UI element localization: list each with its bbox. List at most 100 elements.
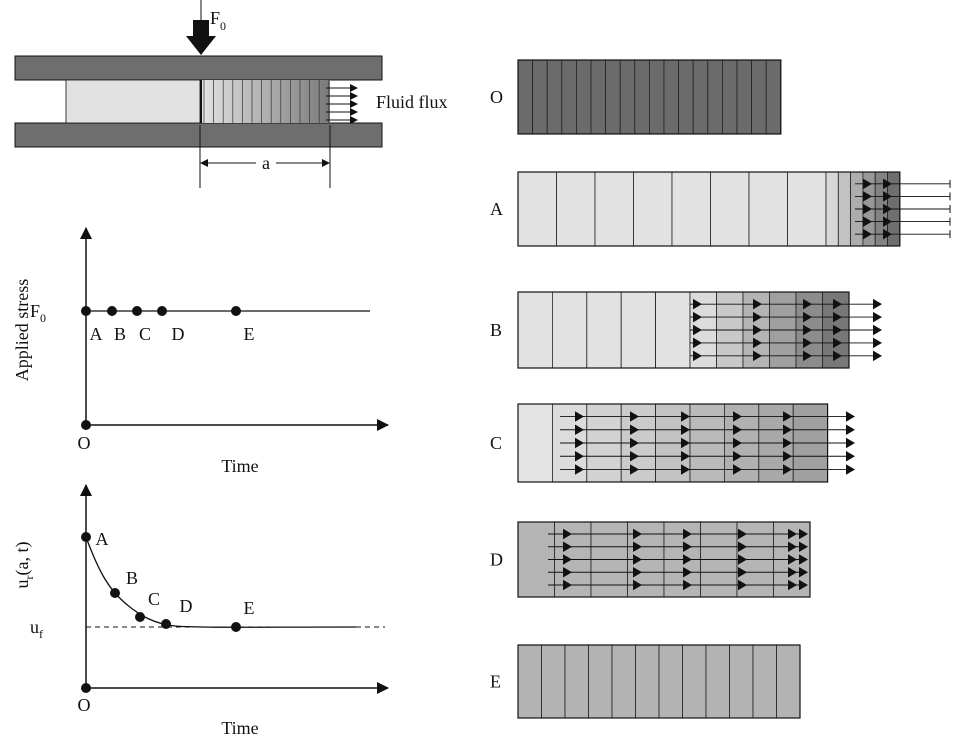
arrowhead xyxy=(883,191,892,202)
row-outline xyxy=(517,521,811,598)
arrowhead xyxy=(783,411,792,422)
point xyxy=(231,622,241,632)
state-label: B xyxy=(490,320,502,340)
cell xyxy=(586,291,622,369)
arrowhead xyxy=(788,554,797,565)
arrowhead xyxy=(788,541,797,552)
state-row: O xyxy=(490,59,782,135)
arrowhead xyxy=(803,298,812,310)
origin-dot xyxy=(81,683,91,693)
cell xyxy=(517,59,534,135)
arrowhead xyxy=(803,324,812,336)
cell xyxy=(517,291,553,369)
cell xyxy=(705,644,730,719)
arrowhead xyxy=(883,228,892,240)
arrowhead xyxy=(846,411,855,422)
arrowhead xyxy=(803,311,812,323)
arrowhead xyxy=(575,464,584,475)
arrowhead xyxy=(575,424,584,435)
point-label: E xyxy=(244,324,255,344)
label-base: F xyxy=(210,8,220,28)
point xyxy=(107,306,117,316)
arrowhead xyxy=(863,191,872,202)
top-plate xyxy=(14,55,383,81)
arrowhead xyxy=(563,528,572,540)
strips xyxy=(200,80,330,123)
arrowhead xyxy=(873,350,882,362)
arrowhead xyxy=(681,451,690,462)
arrowhead xyxy=(846,451,855,462)
cell xyxy=(546,59,563,135)
arrowhead xyxy=(783,424,792,435)
arrowhead xyxy=(783,451,792,462)
arrowhead xyxy=(630,451,639,462)
arrowhead xyxy=(681,464,690,475)
arrowhead xyxy=(873,337,882,349)
arrowhead xyxy=(753,350,762,362)
point-label: D xyxy=(180,596,193,616)
cell xyxy=(752,644,777,719)
point-label: E xyxy=(244,598,255,618)
point xyxy=(81,306,91,316)
label-sub: f xyxy=(39,627,43,641)
flow-zone xyxy=(200,80,330,123)
arrowhead xyxy=(683,541,692,552)
arrowhead xyxy=(873,298,882,310)
cell xyxy=(532,59,548,135)
cell xyxy=(837,171,851,247)
cell xyxy=(729,644,754,719)
arrowhead xyxy=(846,424,855,435)
cell xyxy=(590,59,607,135)
cell xyxy=(561,59,577,135)
arrowhead xyxy=(633,541,642,552)
cell xyxy=(663,59,680,135)
arrowhead xyxy=(799,528,808,540)
arrowhead xyxy=(693,298,702,310)
arrowhead xyxy=(681,437,690,449)
cell xyxy=(564,644,589,719)
label-rest: (a, t) xyxy=(12,542,33,576)
label-sub: r xyxy=(22,575,36,579)
states: O A B C D E xyxy=(490,59,951,719)
arrowhead xyxy=(733,437,742,449)
point-label: B xyxy=(126,568,138,588)
arrowhead xyxy=(883,178,892,190)
cell xyxy=(748,171,788,247)
y-label: Applied stress xyxy=(12,279,32,382)
arrowhead xyxy=(738,567,747,578)
arrowhead xyxy=(633,554,642,565)
arrowhead xyxy=(799,579,808,591)
cell xyxy=(825,171,839,247)
arrowhead xyxy=(693,350,702,362)
force-arrow xyxy=(186,20,216,55)
x-label: Time xyxy=(221,718,258,736)
arrowhead xyxy=(733,451,742,462)
arrowhead xyxy=(883,203,892,215)
arrowhead xyxy=(799,541,808,552)
state-row: C xyxy=(490,403,855,483)
cell xyxy=(658,644,683,719)
arrowhead xyxy=(563,567,572,578)
label-base: F xyxy=(30,301,40,321)
arrowhead xyxy=(681,424,690,435)
cell xyxy=(710,171,750,247)
cell xyxy=(517,644,542,719)
arrowhead xyxy=(753,311,762,323)
cell xyxy=(633,171,673,247)
label-base: u xyxy=(12,579,32,588)
state-label: A xyxy=(490,199,503,219)
arrowhead xyxy=(630,411,639,422)
cell xyxy=(722,59,738,135)
row-outline xyxy=(517,644,801,719)
arrowhead xyxy=(738,528,747,540)
displacement-plot: ur(a, t) Time O uf ABC D E xyxy=(12,484,389,736)
arrowhead xyxy=(575,411,584,422)
arrowhead xyxy=(863,228,872,240)
point-label: D xyxy=(172,324,185,344)
arrowhead xyxy=(733,424,742,435)
cell xyxy=(588,644,613,719)
cell xyxy=(682,644,707,719)
arrowhead xyxy=(693,311,702,323)
